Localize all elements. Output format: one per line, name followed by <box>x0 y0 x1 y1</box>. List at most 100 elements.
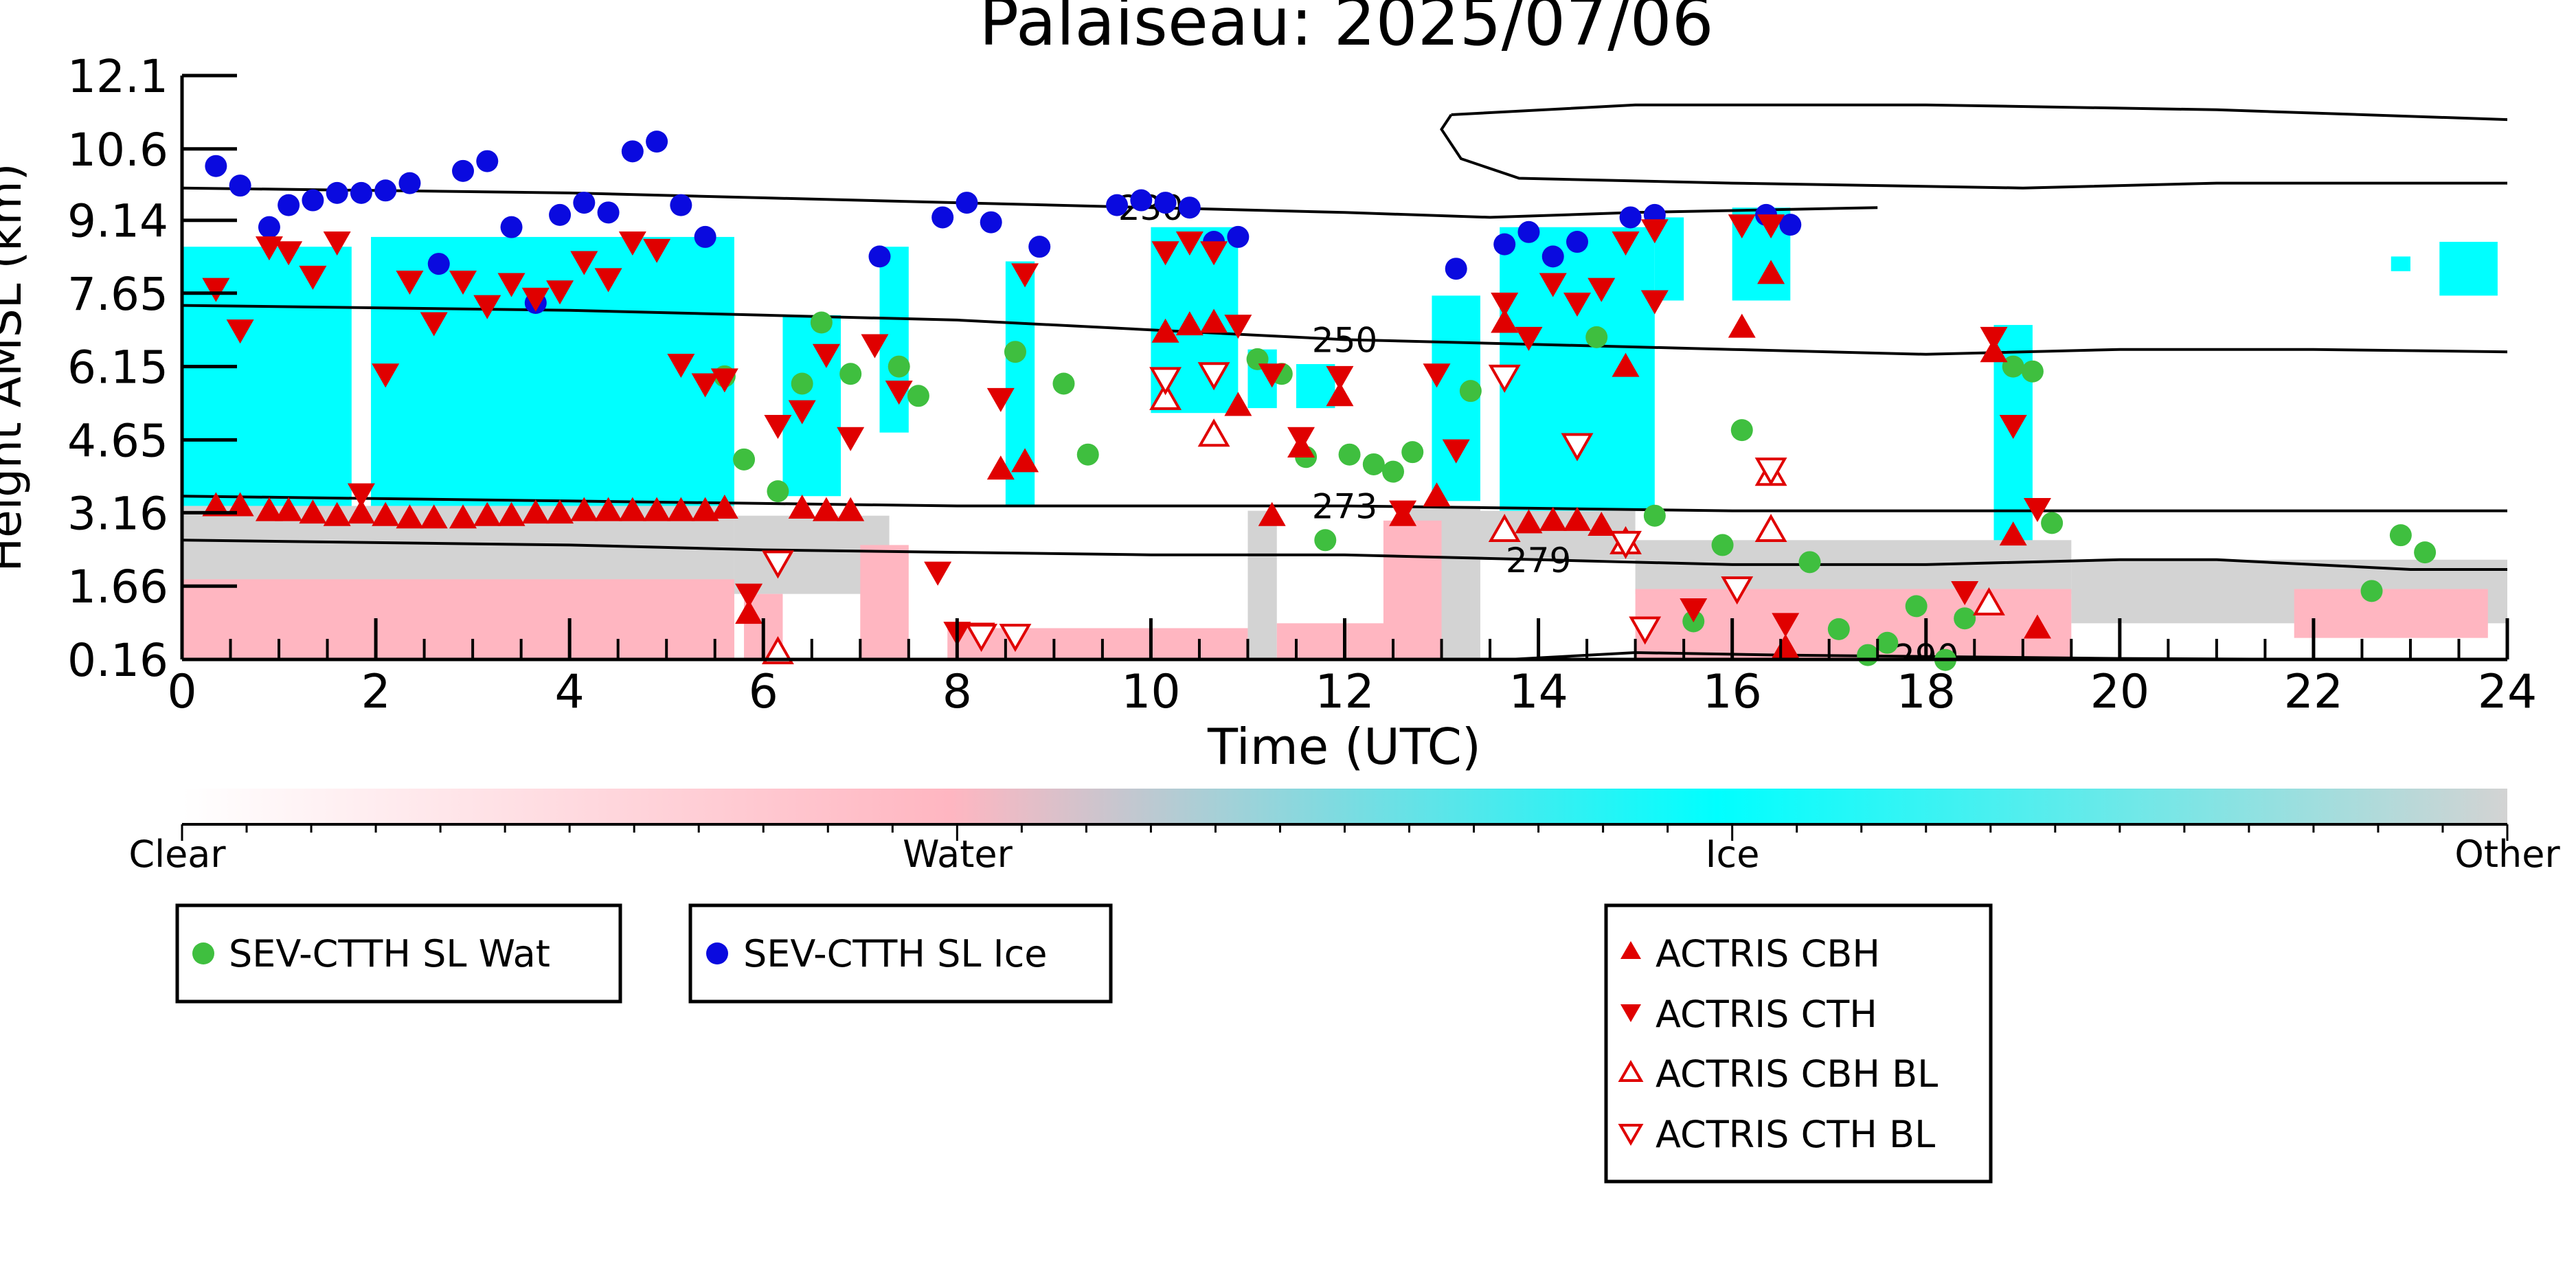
actris-cth-point <box>1999 415 2027 440</box>
cloud-mask <box>182 207 2507 659</box>
sev-ctth-sl-ice-point <box>326 181 348 204</box>
sev-ctth-sl-ice-point <box>427 253 450 275</box>
sev-ctth-sl-wat-point <box>907 385 929 407</box>
data-points <box>202 131 2437 671</box>
x-tick-label: 8 <box>942 665 972 719</box>
actris-cbh-point <box>1588 511 1616 536</box>
actris-cth-point <box>323 231 351 256</box>
actris-cth-point <box>570 251 598 275</box>
sev-ctth-sl-wat-point <box>839 363 862 385</box>
legend-actris-cbh-bl-marker <box>1618 1059 1644 1082</box>
actris-cth-point <box>2023 498 2051 523</box>
cloud-mask-water-segment <box>182 579 734 659</box>
actris-cbh-point <box>594 497 622 521</box>
x-tick-label: 12 <box>1315 665 1375 719</box>
sev-ctth-sl-ice-point <box>1541 245 1564 268</box>
sev-ctth-sl-ice-point <box>573 192 596 214</box>
actris-cth-point <box>1680 598 1708 622</box>
actris-cbh-point <box>1151 318 1179 343</box>
actris-cth-bl-point <box>1754 457 1787 486</box>
actris-cbh-point <box>735 600 763 624</box>
sev-ctth-sl-ice-point <box>1566 231 1588 253</box>
actris-cbh-bl-point <box>1149 381 1182 410</box>
sev-ctth-sl-ice-point <box>1493 233 1516 256</box>
colorbar: Clear Water Ice Other <box>128 789 2560 876</box>
actris-cbh-point <box>420 504 448 529</box>
actris-cth-point <box>924 561 952 586</box>
actris-cbh-point <box>1491 308 1519 333</box>
cloud-mask-water-segment <box>1383 520 1442 659</box>
colorbar-gradient <box>182 789 2507 824</box>
y-tick-label: 9.14 <box>67 195 168 248</box>
sev-ctth-sl-ice-point <box>229 174 251 197</box>
actris-cth-bl-point <box>761 550 794 579</box>
sev-ctth-sl-ice-point <box>205 155 227 177</box>
actris-cth-point <box>837 427 865 451</box>
colorbar-label-ice: Ice <box>1706 833 1760 876</box>
sev-ctth-sl-wat-point <box>1585 326 1608 348</box>
y-tick-label: 6.15 <box>67 341 168 394</box>
sev-ctth-sl-wat-point <box>1401 441 1424 464</box>
actris-cbh-point <box>1999 521 2027 546</box>
actris-cth-point <box>735 583 763 608</box>
actris-cbh-point <box>449 504 477 529</box>
actris-cbh-point <box>1515 509 1543 534</box>
actris-cth-point <box>1389 500 1417 525</box>
sev-ctth-sl-wat-point <box>733 448 756 471</box>
sev-ctth-sl-ice-point <box>1227 225 1250 248</box>
sev-ctth-sl-ice-point <box>452 159 475 182</box>
sev-ctth-sl-ice-point <box>694 225 716 248</box>
sev-ctth-sl-wat-point <box>1052 372 1075 395</box>
sev-ctth-sl-ice-point <box>350 181 372 204</box>
actris-cbh-point <box>226 492 254 517</box>
legend-actris-cth-label: ACTRIS CTH <box>1656 993 1877 1036</box>
y-tick-label: 1.66 <box>67 561 168 613</box>
legend-actris: ACTRIS CBH ACTRIS CTH ACTRIS CBH BL ACTR… <box>1604 903 1993 1184</box>
actris-cth-point <box>1011 263 1039 288</box>
sev-ctth-sl-ice-point <box>621 140 644 163</box>
legend-actris-cbh-bl-label: ACTRIS CBH BL <box>1656 1052 1938 1096</box>
actris-cth-point <box>347 483 375 508</box>
sev-ctth-sl-ice-point <box>476 150 499 172</box>
cloud-mask-ice-segment <box>2391 256 2410 271</box>
actris-cth-point <box>1491 293 1519 317</box>
cloud-mask-other-segment <box>1247 510 1277 659</box>
legend-wat-frame <box>175 903 622 1004</box>
sev-ctth-sl-ice-point <box>374 179 397 202</box>
sev-ctth-sl-wat-point <box>1314 529 1337 552</box>
actris-cth-point <box>473 295 501 319</box>
actris-cbh-point <box>570 497 598 521</box>
sev-ctth-sl-ice-point <box>1154 192 1177 214</box>
x-tick-label: 0 <box>167 665 196 719</box>
sev-ctth-sl-ice-point <box>549 203 572 226</box>
legend-actris-cbh-label: ACTRIS CBH <box>1656 932 1880 975</box>
actris-cth-bl-point <box>1629 616 1662 645</box>
actris-cth-point <box>1563 293 1591 317</box>
x-tick-label: 16 <box>1702 665 1762 719</box>
legend-actris-frame <box>1604 903 1993 1184</box>
legend-wat-label: SEV-CTTH SL Wat <box>229 932 550 975</box>
sev-ctth-sl-ice-point <box>258 216 280 238</box>
actris-cth-bl-point <box>1149 367 1182 396</box>
actris-cth-point <box>1757 214 1785 239</box>
actris-cbh-point <box>473 501 501 526</box>
actris-cth-point <box>764 415 792 440</box>
legend-actris-cth-marker <box>1620 1004 1641 1022</box>
actris-cbh-point <box>788 495 816 519</box>
y-tick-label: 0.16 <box>67 634 168 687</box>
sev-ctth-sl-ice-point <box>646 131 668 153</box>
x-tick-label: 4 <box>555 665 585 719</box>
actris-cbh-point <box>299 499 327 524</box>
actris-cbh-bl-point <box>1972 587 2005 615</box>
sev-ctth-sl-wat-point <box>810 311 833 334</box>
legend-actris-cth-bl-marker <box>1618 1124 1644 1146</box>
actris-cth-point <box>497 273 526 297</box>
isotherm-label: 250 <box>1312 320 1377 360</box>
actris-cbh-point <box>202 492 230 517</box>
actris-cth-point <box>1326 365 1354 390</box>
actris-cbh-point <box>323 501 351 526</box>
actris-cth-point <box>396 270 424 295</box>
actris-cbh-point <box>347 499 375 524</box>
cloud-mask-other-segment <box>1635 540 2072 594</box>
actris-cbh-point <box>1258 501 1286 526</box>
